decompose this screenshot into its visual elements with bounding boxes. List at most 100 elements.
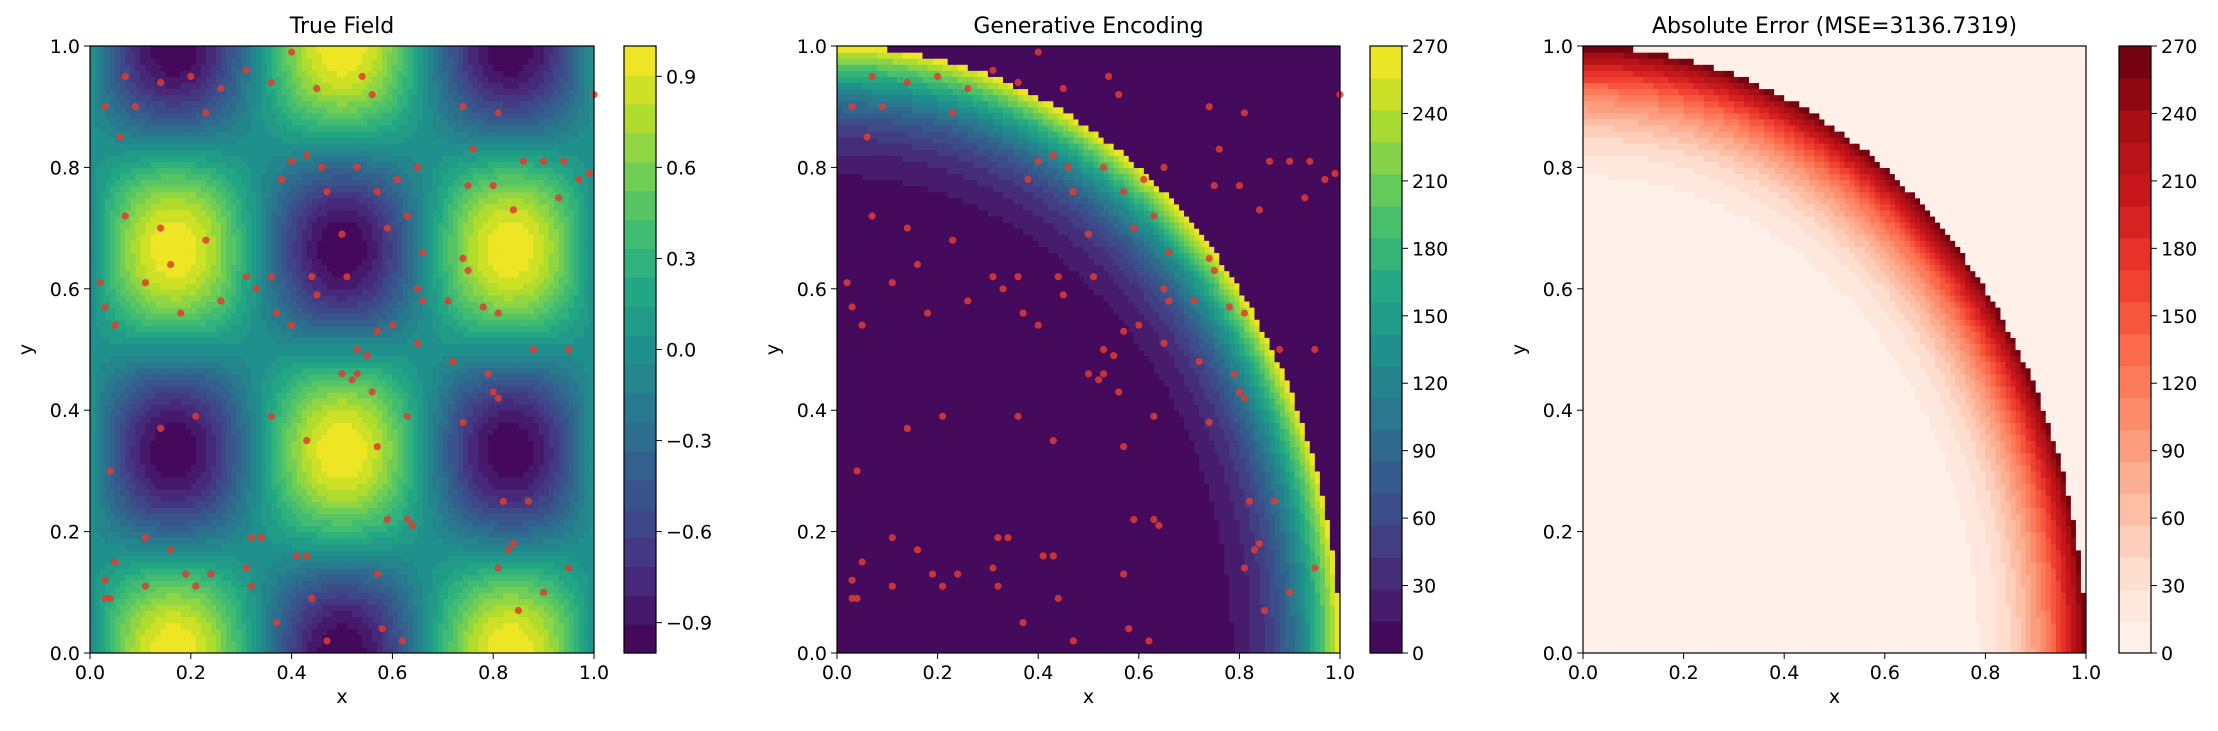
heat-cell: [326, 130, 333, 138]
heat-cell: [326, 592, 333, 599]
heat-cell: [120, 294, 126, 302]
heat-cell: [286, 470, 293, 478]
heat-cell: [130, 331, 136, 338]
heat-cell: [276, 586, 283, 593]
heat-cell: [296, 549, 303, 557]
heat-cell: [311, 209, 318, 217]
heat-cell: [200, 258, 207, 266]
heat-cell: [175, 549, 182, 557]
heat-cell: [291, 586, 298, 593]
heat-cell: [195, 361, 202, 369]
heat-cell: [150, 379, 157, 387]
heat-cell: [130, 130, 136, 138]
heat-cell: [216, 586, 222, 593]
heat-cell: [221, 209, 227, 217]
heat-cell: [140, 100, 147, 108]
heat-cell: [251, 300, 257, 308]
heat-cell: [316, 270, 323, 278]
heat-cell: [105, 604, 111, 612]
heat-cell: [110, 646, 116, 653]
heat-cell: [316, 640, 323, 648]
heat-cell: [336, 137, 343, 144]
heat-cell: [110, 640, 116, 648]
heat-cell: [221, 167, 227, 175]
heat-cell: [306, 209, 313, 217]
heat-cell: [145, 440, 152, 448]
heat-cell: [125, 525, 131, 533]
heat-cell: [221, 592, 227, 599]
heat-cell: [216, 246, 222, 253]
heat-cell: [170, 252, 177, 260]
heat-cell: [125, 519, 131, 527]
heat-cell: [130, 88, 136, 96]
heat-cell: [331, 501, 338, 508]
heat-cell: [226, 276, 232, 284]
heat-cell: [261, 300, 267, 308]
heat-cell: [321, 82, 328, 90]
heat-cell: [251, 428, 257, 436]
heat-cell: [256, 398, 262, 405]
heat-cell: [90, 155, 96, 162]
heat-cell: [175, 410, 182, 417]
heat-cell: [231, 143, 237, 150]
heat-cell: [281, 276, 288, 284]
heat-cell: [246, 391, 252, 399]
heat-cell: [195, 501, 202, 508]
heat-cell: [241, 313, 247, 320]
heat-cell: [145, 561, 152, 569]
heat-cell: [226, 428, 232, 436]
heat-cell: [170, 470, 177, 478]
heat-cell: [311, 598, 318, 606]
heat-cell: [120, 319, 126, 326]
heat-cell: [276, 428, 283, 436]
heat-cell: [271, 489, 278, 496]
heat-cell: [115, 185, 121, 193]
heat-cell: [115, 568, 121, 575]
heat-cell: [110, 76, 116, 84]
heat-cell: [95, 331, 101, 338]
heat-cell: [276, 580, 283, 587]
heat-cell: [306, 82, 313, 90]
heat-cell: [135, 470, 141, 478]
heat-cell: [261, 325, 267, 332]
heat-cell: [170, 82, 177, 90]
heat-cell: [140, 173, 147, 181]
heat-cell: [231, 137, 237, 144]
heat-cell: [316, 634, 323, 642]
heat-cell: [306, 112, 313, 120]
heat-cell: [205, 622, 212, 630]
heat-cell: [150, 483, 157, 490]
heat-cell: [170, 398, 177, 405]
heat-cell: [286, 489, 293, 496]
heat-cell: [195, 640, 202, 648]
heat-cell: [205, 513, 212, 521]
heat-cell: [155, 604, 162, 612]
heat-cell: [231, 543, 237, 551]
heat-cell: [236, 246, 242, 253]
heat-cell: [175, 155, 182, 162]
heat-cell: [271, 70, 278, 77]
heat-cell: [150, 604, 157, 612]
heat-cell: [321, 616, 328, 624]
heat-cell: [125, 464, 131, 472]
heat-cell: [256, 610, 262, 618]
heat-cell: [105, 173, 111, 181]
heat-cell: [95, 264, 101, 272]
heat-cell: [306, 64, 313, 71]
heat-cell: [301, 58, 308, 65]
heat-cell: [160, 574, 167, 581]
heat-cell: [251, 191, 257, 199]
heat-cell: [266, 349, 273, 357]
heat-cell: [231, 610, 237, 618]
heat-cell: [105, 64, 111, 71]
heat-cell: [175, 561, 182, 569]
heat-cell: [236, 155, 242, 162]
heat-cell: [120, 331, 126, 338]
heat-cell: [205, 604, 212, 612]
heat-cell: [291, 331, 298, 338]
heat-cell: [281, 458, 288, 466]
heat-cell: [251, 106, 257, 114]
heat-cell: [271, 416, 278, 423]
heat-cell: [236, 470, 242, 478]
heat-cell: [276, 385, 283, 393]
